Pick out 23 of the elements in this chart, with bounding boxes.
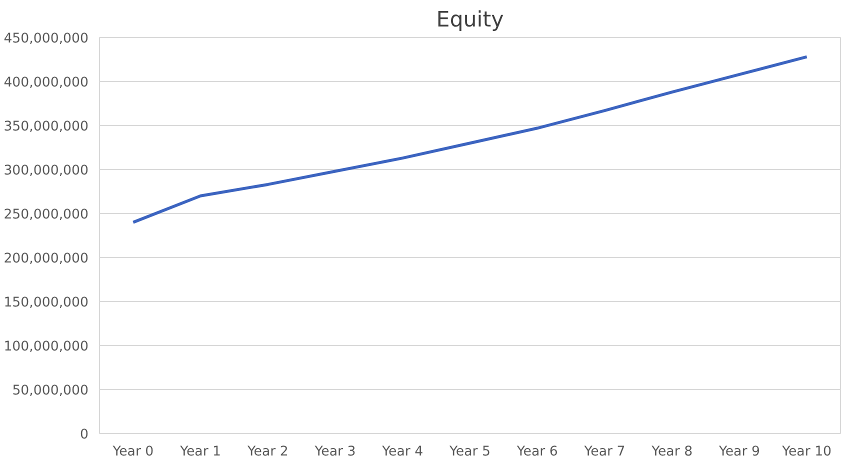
x-tick-label: Year 4	[381, 444, 424, 460]
y-tick-label: 50,000,000	[12, 384, 88, 398]
y-tick-label: 100,000,000	[4, 340, 89, 354]
y-tick-label: 400,000,000	[4, 76, 89, 90]
y-tick-label: 200,000,000	[4, 252, 89, 266]
line-series	[132, 55, 808, 224]
x-tick-label: Year 3	[314, 444, 356, 460]
x-tick-label: Year 2	[246, 444, 288, 460]
x-tick-label: Year 7	[583, 444, 626, 460]
y-tick-label: 450,000,000	[4, 32, 89, 46]
chart-title: Equity	[436, 8, 504, 32]
x-tick-label: Year 8	[650, 444, 693, 460]
y-tick-label: 350,000,000	[4, 120, 89, 134]
y-tick-label: 150,000,000	[4, 296, 89, 310]
x-tick-label: Year 1	[179, 444, 222, 460]
x-tick-label: Year 0	[112, 444, 154, 460]
x-tick-label: Year 10	[781, 444, 832, 460]
x-tick-label: Year 9	[718, 444, 760, 460]
x-tick-label: Year 6	[516, 444, 558, 460]
y-tick-label: 250,000,000	[4, 208, 89, 222]
x-tick-label: Year 5	[448, 444, 490, 460]
y-tick-label: 0	[80, 428, 89, 442]
y-tick-label: 300,000,000	[4, 164, 89, 178]
